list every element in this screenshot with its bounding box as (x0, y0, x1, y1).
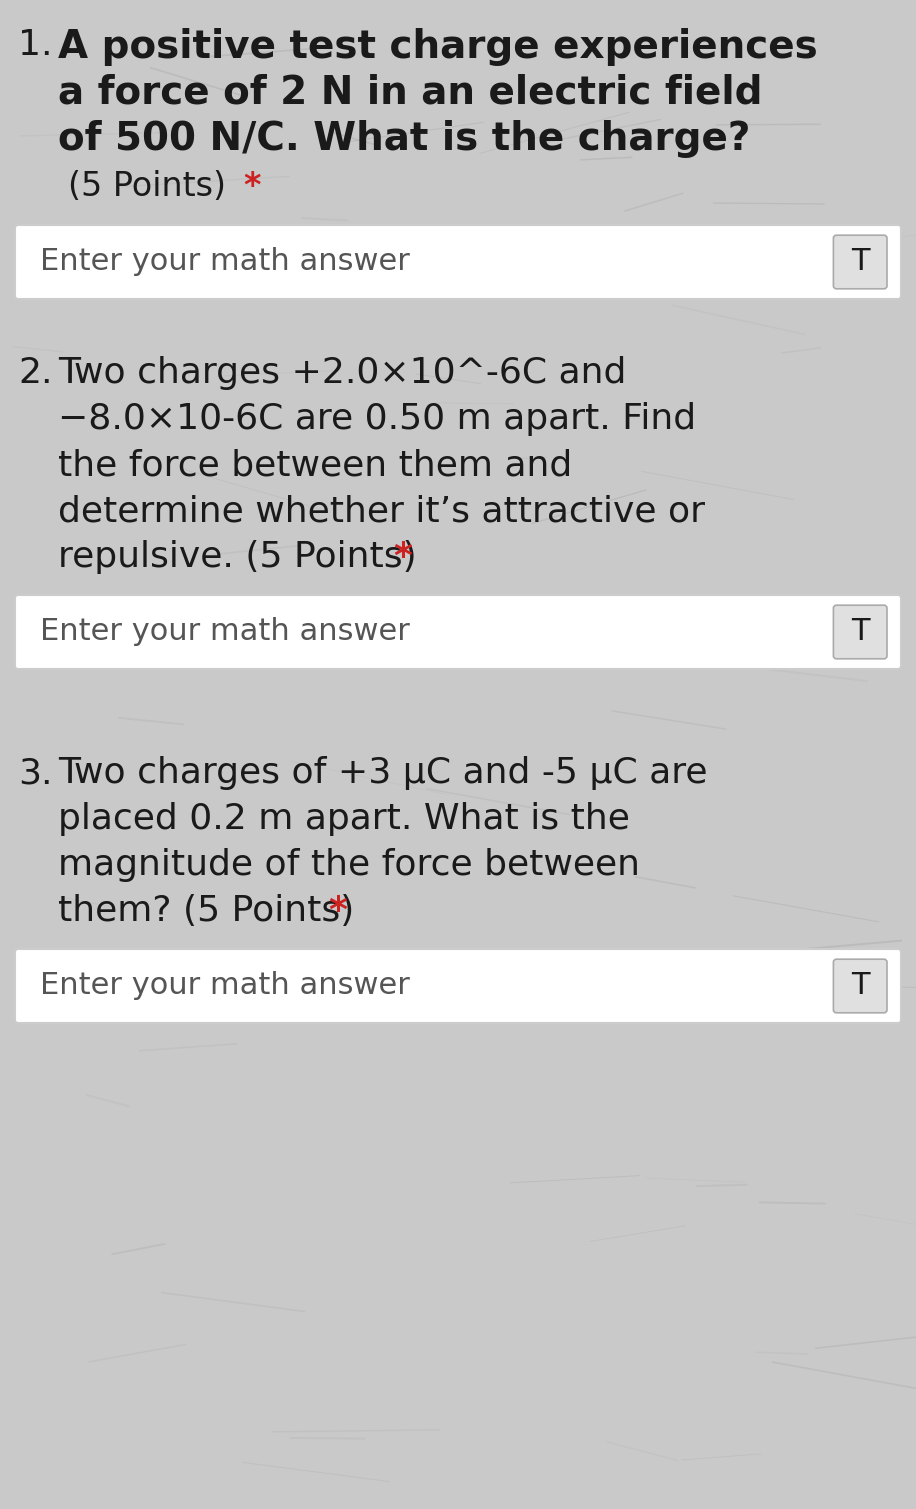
FancyBboxPatch shape (834, 235, 887, 288)
Text: T: T (851, 247, 869, 276)
Text: *: * (393, 540, 412, 573)
Text: a force of 2 N in an electric field: a force of 2 N in an electric field (58, 74, 762, 112)
Text: (5 Points): (5 Points) (68, 171, 226, 204)
Text: repulsive. (5 Points): repulsive. (5 Points) (58, 540, 417, 573)
Text: placed 0.2 m apart. What is the: placed 0.2 m apart. What is the (58, 801, 630, 836)
Text: 2.: 2. (18, 356, 52, 389)
FancyBboxPatch shape (15, 225, 901, 299)
Text: T: T (851, 972, 869, 1000)
Text: A positive test charge experiences: A positive test charge experiences (58, 29, 818, 66)
Text: magnitude of the force between: magnitude of the force between (58, 848, 640, 881)
Text: them? (5 Points): them? (5 Points) (58, 893, 354, 928)
FancyBboxPatch shape (15, 595, 901, 668)
Text: determine whether it’s attractive or: determine whether it’s attractive or (58, 493, 705, 528)
Text: Enter your math answer: Enter your math answer (40, 617, 409, 646)
Text: the force between them and: the force between them and (58, 448, 572, 481)
Text: 3.: 3. (18, 756, 52, 791)
Text: Enter your math answer: Enter your math answer (40, 972, 409, 1000)
FancyBboxPatch shape (15, 949, 901, 1023)
Text: *: * (243, 171, 260, 204)
Text: *: * (328, 893, 347, 928)
FancyBboxPatch shape (834, 960, 887, 1013)
Text: of 500 N/C. What is the charge?: of 500 N/C. What is the charge? (58, 121, 750, 158)
Text: 1.: 1. (18, 29, 52, 62)
Text: T: T (851, 617, 869, 646)
Text: Two charges +2.0×10^-6C and: Two charges +2.0×10^-6C and (58, 356, 627, 389)
Text: Enter your math answer: Enter your math answer (40, 247, 409, 276)
FancyBboxPatch shape (834, 605, 887, 659)
Text: −8.0×10-6C are 0.50 m apart. Find: −8.0×10-6C are 0.50 m apart. Find (58, 401, 696, 436)
Text: Two charges of +3 μC and -5 μC are: Two charges of +3 μC and -5 μC are (58, 756, 707, 791)
